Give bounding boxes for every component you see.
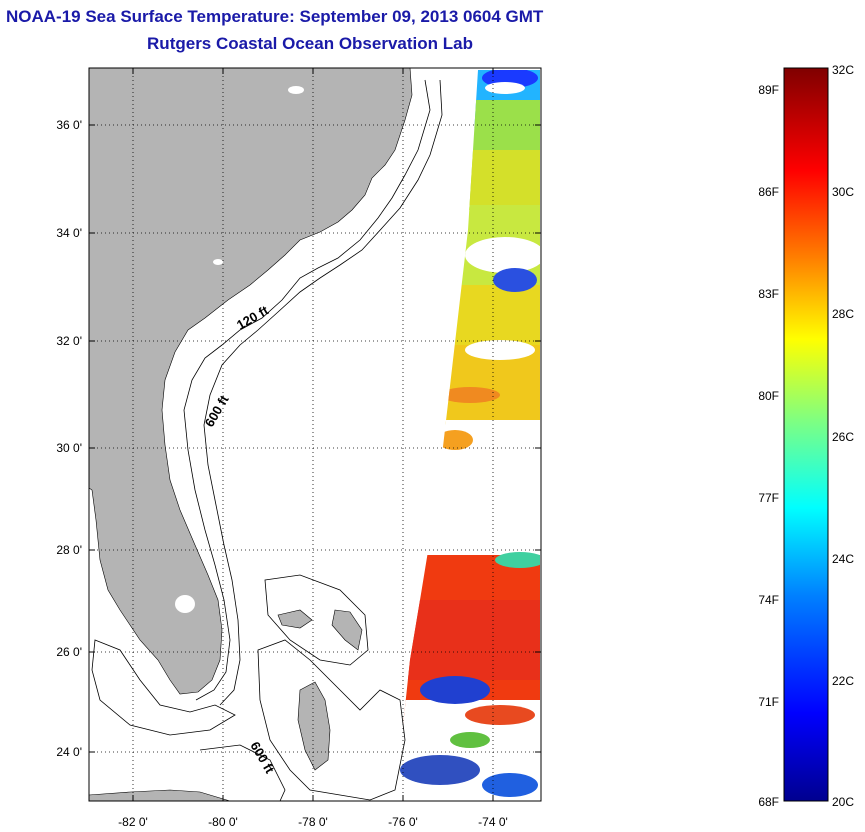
- land-cuba: [89, 789, 231, 801]
- contour-bahamas-bank: [264, 574, 369, 666]
- colorbar-c-label: 28C: [832, 307, 854, 321]
- colorbar-f-label: 68F: [758, 795, 779, 809]
- lon-label: -80 0': [208, 815, 238, 829]
- contour-120ft: [183, 79, 431, 701]
- lake-okeechobee: [175, 595, 195, 613]
- map-frame: [88, 67, 542, 802]
- colorbar-c-label: 22C: [832, 674, 854, 688]
- contour-bahamas-great-bank: [257, 639, 406, 801]
- land-bahamas-abaco: [331, 609, 363, 651]
- lake: [213, 259, 223, 265]
- colorbar-c-label: 26C: [832, 430, 854, 444]
- colorbar-f-label: 83F: [758, 287, 779, 301]
- land-us-east-coast: [89, 68, 413, 695]
- lat-label: 34 0': [56, 226, 82, 240]
- lat-label: 26 0': [56, 645, 82, 659]
- colorbar-c-label: 32C: [832, 63, 854, 77]
- land-bahamas-andros: [297, 681, 331, 771]
- graticule: [89, 68, 541, 801]
- colorbar-f-label: 89F: [758, 83, 779, 97]
- colorbar-c-label: 20C: [832, 795, 854, 809]
- lat-label: 28 0': [56, 543, 82, 557]
- contour-600ft: [203, 79, 443, 706]
- lon-label: -74 0': [478, 815, 508, 829]
- colorbar-f-label: 77F: [758, 491, 779, 505]
- colorbar-f-label: 86F: [758, 185, 779, 199]
- map-title: NOAA-19 Sea Surface Temperature: Septemb…: [6, 7, 544, 26]
- land-bahamas-grand: [277, 609, 313, 629]
- lon-label: -82 0': [118, 815, 148, 829]
- lon-label: -78 0': [298, 815, 328, 829]
- contour-florida-keys: [91, 639, 236, 736]
- lat-label: 36 0': [56, 118, 82, 132]
- colorbar-c-label: 30C: [832, 185, 854, 199]
- lat-label: 24 0': [56, 745, 82, 759]
- colorbar-f-label: 80F: [758, 389, 779, 403]
- contour-cuba-shelf: [199, 744, 286, 801]
- map-subtitle: Rutgers Coastal Ocean Observation Lab: [147, 34, 473, 53]
- colorbar-f-label: 71F: [758, 695, 779, 709]
- colorbar: [783, 67, 829, 802]
- lake: [288, 86, 304, 94]
- axis-ticks: [89, 68, 541, 801]
- lat-label: 30 0': [56, 441, 82, 455]
- lat-label: 32 0': [56, 334, 82, 348]
- lon-label: -76 0': [388, 815, 418, 829]
- colorbar-c-label: 24C: [832, 552, 854, 566]
- colorbar-f-label: 74F: [758, 593, 779, 607]
